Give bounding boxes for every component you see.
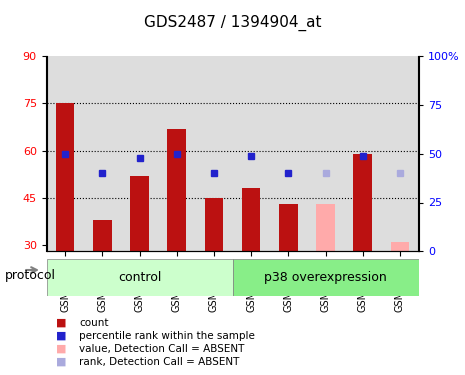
Text: protocol: protocol xyxy=(5,269,56,282)
Text: rank, Detection Call = ABSENT: rank, Detection Call = ABSENT xyxy=(79,357,239,367)
Text: ■: ■ xyxy=(56,318,66,327)
Bar xyxy=(307,56,344,251)
Bar xyxy=(344,56,381,251)
Bar xyxy=(167,129,186,251)
Bar xyxy=(93,220,112,251)
Bar xyxy=(242,188,260,251)
Text: value, Detection Call = ABSENT: value, Detection Call = ABSENT xyxy=(79,344,245,354)
Bar xyxy=(279,204,298,251)
Bar xyxy=(381,56,418,251)
Bar xyxy=(391,242,409,251)
Bar xyxy=(353,154,372,251)
Bar xyxy=(158,56,195,251)
Bar xyxy=(270,56,307,251)
Bar xyxy=(316,204,335,251)
Text: control: control xyxy=(118,271,161,284)
Text: ■: ■ xyxy=(56,331,66,340)
FancyBboxPatch shape xyxy=(232,259,418,296)
Text: GDS2487 / 1394904_at: GDS2487 / 1394904_at xyxy=(144,15,321,31)
Text: ■: ■ xyxy=(56,344,66,354)
Bar xyxy=(205,198,223,251)
Bar xyxy=(56,104,74,251)
Text: ■: ■ xyxy=(56,357,66,367)
Bar xyxy=(130,176,149,251)
FancyBboxPatch shape xyxy=(46,259,232,296)
Bar xyxy=(195,56,232,251)
Bar xyxy=(46,56,84,251)
Text: count: count xyxy=(79,318,108,327)
Text: p38 overexpression: p38 overexpression xyxy=(264,271,387,284)
Text: percentile rank within the sample: percentile rank within the sample xyxy=(79,331,255,340)
Bar xyxy=(121,56,158,251)
Bar xyxy=(232,56,270,251)
Bar xyxy=(84,56,121,251)
